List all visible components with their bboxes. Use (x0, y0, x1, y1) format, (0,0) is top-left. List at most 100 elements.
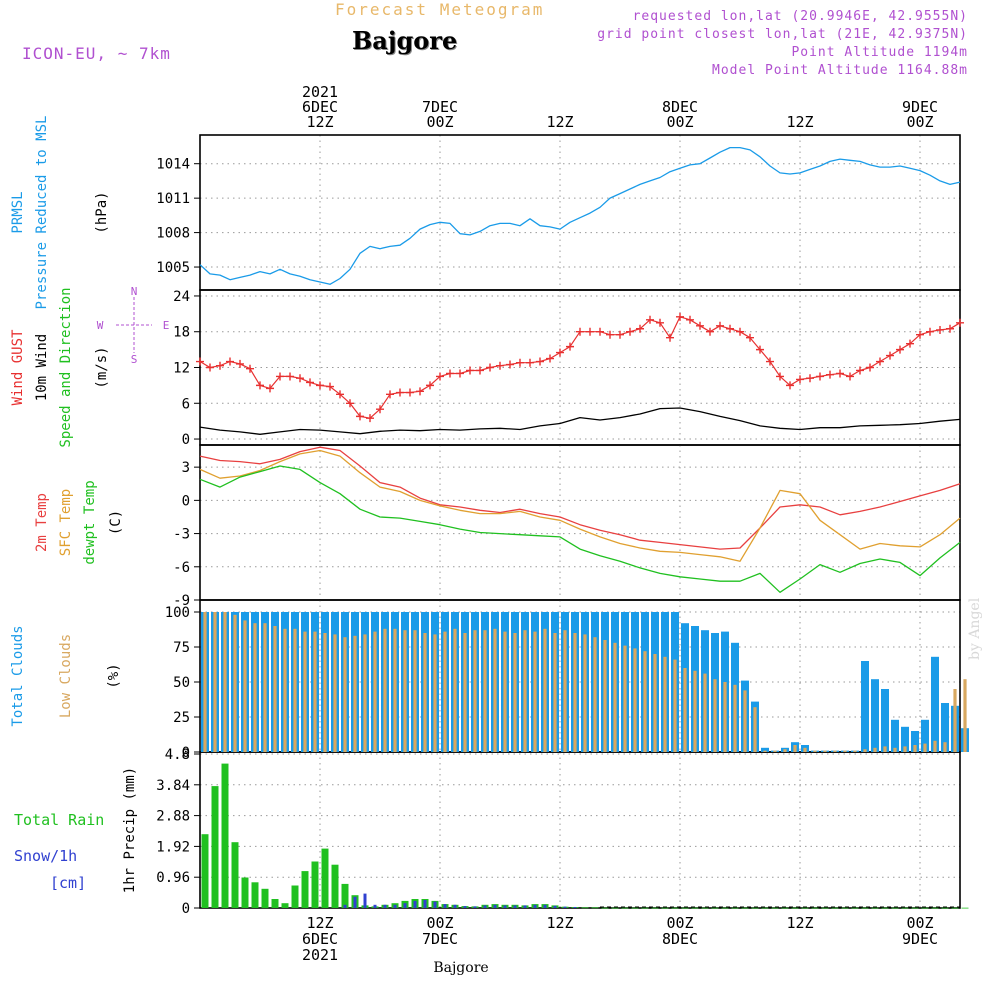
precip-ytick-label: 1.92 (156, 839, 190, 855)
wind-gust-point (526, 358, 534, 367)
snow-bar (353, 896, 357, 908)
wind-gust-point (776, 372, 784, 381)
rain-bar (941, 907, 949, 909)
wind-gust-point (686, 315, 694, 324)
wind-gust-point (606, 330, 614, 339)
top-time-label: 12Z (546, 113, 573, 131)
wind-gust-point (936, 325, 944, 334)
bottom-time-label: 12Z (546, 914, 573, 932)
low-clouds-bar (883, 746, 887, 752)
low-clouds-bar (903, 746, 907, 752)
low-clouds-bar (353, 635, 357, 752)
rain-bar (671, 907, 679, 909)
total-clouds-bar (901, 726, 909, 752)
low-clouds-bar (673, 659, 677, 752)
snow-bar (483, 905, 487, 908)
low-clouds-bar (263, 623, 267, 752)
wind-gust-point (836, 369, 844, 378)
rain-bar (291, 885, 299, 908)
rain-bar (851, 907, 859, 909)
wind-gust-point (736, 327, 744, 336)
low-clouds-bar (913, 745, 917, 752)
rain-bar (821, 907, 829, 909)
wind-gust-point (566, 342, 574, 351)
snow-bar (463, 906, 467, 908)
rain-bar (701, 907, 709, 909)
low-clouds-bar (773, 750, 777, 752)
wind-gust-point (896, 345, 904, 354)
wind-axis-label: 10m Wind (34, 334, 50, 401)
rain-bar (911, 907, 919, 909)
wind-gust-point (276, 372, 284, 381)
pressure-unit-label: (hPa) (94, 191, 110, 233)
low-clouds-bar (573, 633, 577, 752)
rain-bar (261, 888, 269, 909)
rain-bar (341, 883, 349, 908)
snow-bar (553, 905, 557, 908)
low-clouds-bar (383, 628, 387, 752)
wind-gust-point (876, 357, 884, 366)
wind-gust-point (576, 327, 584, 336)
clouds-ytick-label: 0 (182, 745, 190, 761)
wind-gust-point (486, 363, 494, 372)
wind-gust-point (916, 330, 924, 339)
wind-gust-point (726, 324, 734, 333)
total-clouds-bar (861, 661, 869, 752)
rain-bar (591, 907, 599, 909)
low-clouds-bar (593, 637, 597, 752)
clouds-axis-label: Low Clouds (58, 634, 74, 718)
wind-gust-point (706, 327, 714, 336)
wind-gust-point (346, 399, 354, 408)
low-clouds-bar (423, 633, 427, 752)
wind-gust-point (906, 339, 914, 348)
prmsl-line (199, 146, 961, 285)
top-time-label: 7DEC (422, 98, 458, 116)
precip-ytick-label: 2.88 (156, 809, 190, 825)
rain-bar (901, 907, 909, 909)
temp-axis-label: SFC Temp (58, 489, 74, 556)
wind-gust-point (436, 372, 444, 381)
low-clouds-bar (693, 670, 697, 752)
rain-bar (921, 907, 929, 909)
low-clouds-bar (833, 750, 837, 752)
product-title: Forecast Meteogram (335, 0, 545, 19)
snow-bar (343, 904, 347, 908)
low-clouds-bar (923, 743, 927, 752)
low-clouds-bar (953, 689, 957, 752)
low-clouds-bar (363, 634, 367, 752)
low-clouds-bar (603, 640, 607, 752)
wind-gust-point (256, 381, 264, 390)
bottom-time-label: 6DEC (302, 930, 338, 948)
snow-bar (503, 905, 507, 908)
low-clouds-bar (543, 628, 547, 752)
snow-bar (563, 906, 567, 908)
total-clouds-bar (931, 656, 939, 752)
wind-gust-point (396, 388, 404, 397)
wind-gust-point (296, 374, 304, 383)
temp-axis-label: dewpt Temp (82, 480, 98, 564)
snow-bar (533, 904, 537, 908)
low-clouds-bar (493, 628, 497, 752)
wind-gust-point (236, 359, 244, 368)
compass-north-label: N (131, 285, 138, 298)
low-clouds-bar (483, 630, 487, 752)
wind-gust-point (366, 414, 374, 423)
low-clouds-bar (813, 750, 817, 752)
rain-bar (641, 907, 649, 909)
wind-gust-point (336, 390, 344, 399)
rain-bar (751, 907, 759, 909)
low-clouds-bar (413, 630, 417, 752)
model-label: ICON-EU, ~ 7km (22, 44, 171, 63)
low-clouds-bar (933, 740, 937, 752)
snow-bar (523, 905, 527, 908)
bottom-time-label: 9DEC (902, 930, 938, 948)
low-clouds-bar (443, 631, 447, 752)
low-clouds-bar (613, 642, 617, 752)
low-clouds-bar (343, 637, 347, 752)
wind-gust-point (546, 354, 554, 363)
low-clouds-bar (583, 634, 587, 752)
pressure-ytick-label: 1005 (156, 260, 190, 276)
rain-bar (731, 907, 739, 909)
low-clouds-bar (723, 682, 727, 752)
wind-gust-point (856, 366, 864, 375)
